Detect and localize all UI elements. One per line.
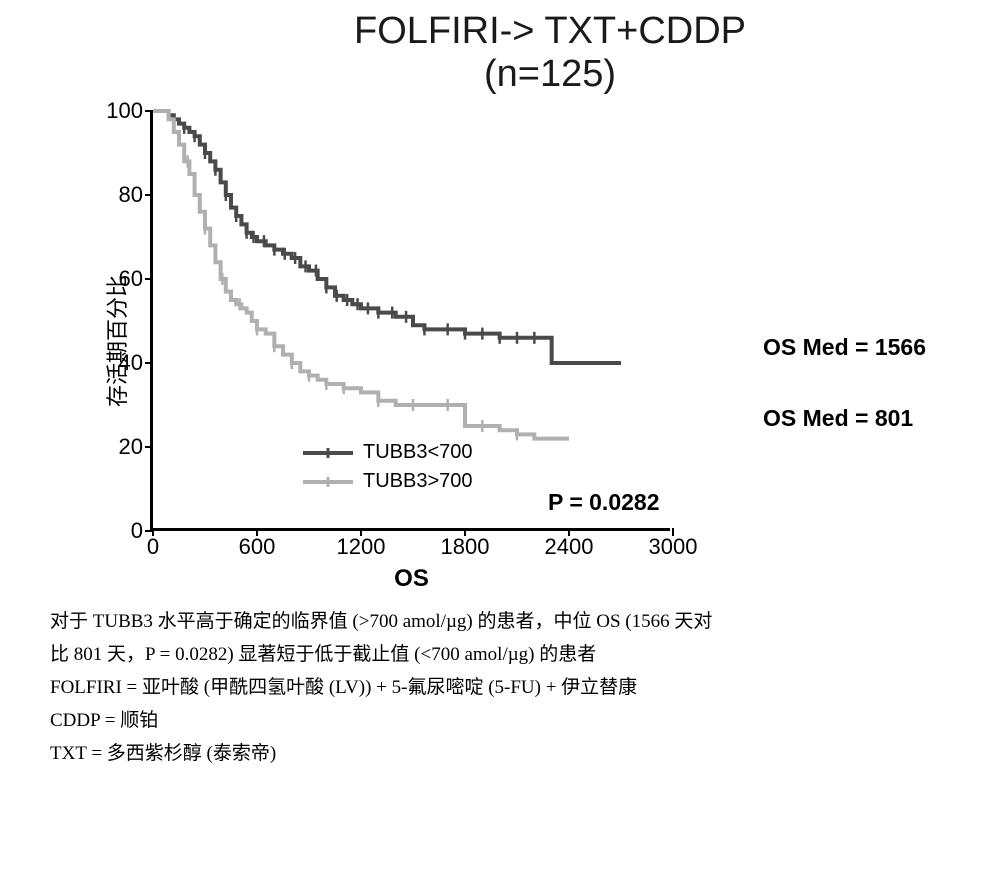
y-tick-mark bbox=[145, 446, 153, 448]
chart-annotation: P = 0.0282 bbox=[548, 489, 660, 516]
survival-curve bbox=[153, 111, 621, 363]
caption-line: TXT = 多西紫杉醇 (泰索帝) bbox=[50, 738, 960, 765]
y-tick-mark bbox=[145, 362, 153, 364]
x-axis-label: OS bbox=[394, 565, 429, 593]
legend-swatch bbox=[303, 475, 353, 489]
x-tick-mark bbox=[256, 528, 258, 536]
legend-item: TUBB3>700 bbox=[303, 470, 473, 493]
x-tick-label: 0 bbox=[147, 534, 159, 560]
caption-line: 比 801 天，P = 0.0282) 显著短于低于截止值 (<700 amol… bbox=[50, 639, 960, 666]
x-tick-mark bbox=[464, 528, 466, 536]
y-tick-mark bbox=[145, 194, 153, 196]
chart-title: FOLFIRI-> TXT+CDDP (n=125) bbox=[140, 10, 960, 96]
survival-chart: 存活期百分比 OS TUBB3<700TUBB3>700 02040608010… bbox=[70, 101, 850, 581]
title-line-1: FOLFIRI-> TXT+CDDP bbox=[140, 10, 960, 53]
x-tick-label: 1800 bbox=[441, 534, 490, 560]
x-tick-mark bbox=[152, 528, 154, 536]
chart-annotation: OS Med = 1566 bbox=[763, 334, 926, 361]
chart-annotation: OS Med = 801 bbox=[763, 405, 913, 432]
plot-area: OS TUBB3<700TUBB3>700 020406080100060012… bbox=[150, 111, 670, 531]
x-tick-label: 3000 bbox=[649, 534, 698, 560]
legend-swatch bbox=[303, 446, 353, 460]
x-tick-label: 2400 bbox=[545, 534, 594, 560]
x-tick-mark bbox=[568, 528, 570, 536]
legend-label: TUBB3<700 bbox=[363, 441, 473, 464]
y-tick-mark bbox=[145, 278, 153, 280]
y-tick-label: 0 bbox=[103, 518, 143, 544]
y-tick-label: 20 bbox=[103, 434, 143, 460]
legend-item: TUBB3<700 bbox=[303, 441, 473, 464]
y-tick-label: 60 bbox=[103, 266, 143, 292]
caption-block: 对于 TUBB3 水平高于确定的临界值 (>700 amol/µg) 的患者，中… bbox=[50, 606, 960, 765]
y-tick-label: 100 bbox=[103, 98, 143, 124]
legend-label: TUBB3>700 bbox=[363, 470, 473, 493]
caption-line: CDDP = 顺铂 bbox=[50, 705, 960, 732]
y-tick-label: 80 bbox=[103, 182, 143, 208]
y-tick-mark bbox=[145, 110, 153, 112]
y-axis-label: 存活期百分比 bbox=[100, 275, 132, 407]
caption-line: 对于 TUBB3 水平高于确定的临界值 (>700 amol/µg) 的患者，中… bbox=[50, 606, 960, 633]
legend: TUBB3<700 TUBB3>700 bbox=[303, 441, 473, 499]
x-tick-label: 1200 bbox=[337, 534, 386, 560]
title-line-2: (n=125) bbox=[140, 53, 960, 96]
y-tick-label: 40 bbox=[103, 350, 143, 376]
x-tick-mark bbox=[360, 528, 362, 536]
x-tick-mark bbox=[672, 528, 674, 536]
caption-line: FOLFIRI = 亚叶酸 (甲酰四氢叶酸 (LV)) + 5-氟尿嘧啶 (5-… bbox=[50, 672, 960, 699]
x-tick-label: 600 bbox=[239, 534, 276, 560]
